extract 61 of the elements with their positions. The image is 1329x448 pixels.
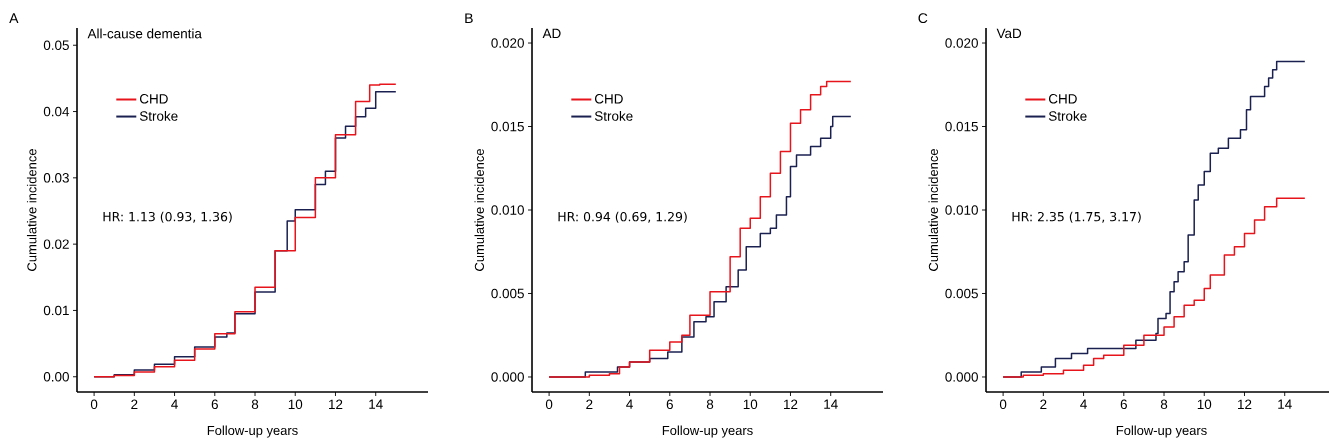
annotation: HR: 2.35 (1.75, 3.17) (1012, 211, 1141, 223)
y-axis-title: Cumulative incidence (26, 149, 37, 271)
x-tick-label: 14 (824, 399, 838, 409)
text: A (9, 13, 19, 23)
annotation: HR: 0.94 (0.69, 1.29) (558, 211, 687, 223)
y-tick-label: 0.010 (945, 205, 978, 215)
x-tick-label: 4 (626, 399, 633, 409)
x-tick-label: 12 (1238, 399, 1252, 409)
x-tick-label: 2 (1040, 399, 1047, 409)
x-tick-label: 6 (666, 399, 673, 410)
y-tick-label: 0.005 (491, 288, 524, 299)
text: B (465, 13, 473, 23)
y-tick-label: 0.05 (43, 40, 69, 50)
y-tick-label: 0.005 (945, 288, 978, 299)
x-tick-label: 6 (1120, 399, 1127, 410)
y-tick-label: 0.010 (491, 205, 524, 215)
x-tick-label: 6 (211, 399, 218, 410)
x-tick-label: 10 (288, 399, 303, 410)
chart-title: AD (542, 28, 561, 39)
text: C (918, 13, 928, 24)
x-tick-label: 10 (1197, 399, 1212, 410)
annotation: HR: 1.13 (0.93, 1.36) (103, 211, 232, 223)
y-tick-label: 0.020 (491, 38, 524, 48)
x-tick-label: 4 (171, 399, 178, 409)
legend-label: CHD (594, 94, 623, 104)
x-tick-label: 12 (784, 399, 798, 409)
y-tick-label: 0.00 (43, 371, 69, 382)
x-tick-label: 0 (999, 399, 1007, 410)
y-tick-label: 0.04 (43, 106, 70, 117)
y-tick-label: 0.020 (945, 38, 978, 48)
x-tick-label: 10 (743, 399, 758, 410)
y-axis-title: Cumulative incidence (474, 149, 484, 271)
legend-label: CHD (1048, 94, 1077, 104)
y-axis-title: Cumulative incidence (928, 149, 938, 271)
y-tick-label: 0.01 (43, 305, 69, 316)
legend-label: CHD (139, 94, 168, 104)
x-tick-label: 4 (1080, 399, 1087, 409)
legend-label: Stroke (594, 110, 633, 121)
x-tick-label: 2 (131, 399, 138, 409)
x-tick-label: 2 (586, 399, 593, 409)
x-axis-title: Follow-up years (662, 425, 753, 438)
y-tick-label: 0.000 (945, 372, 978, 382)
y-tick-label: 0.000 (491, 372, 524, 382)
legend-label: Stroke (1048, 110, 1087, 121)
x-axis-title: Follow-up years (1116, 425, 1207, 438)
x-tick-label: 8 (251, 399, 259, 410)
x-tick-label: 8 (1160, 399, 1168, 410)
x-tick-label: 0 (545, 399, 553, 410)
chart-title: All-cause dementia (87, 28, 202, 39)
x-tick-label: 14 (369, 399, 383, 409)
y-tick-label: 0.02 (43, 239, 69, 249)
y-tick-label: 0.015 (945, 121, 978, 132)
y-tick-label: 0.015 (491, 121, 524, 132)
x-axis-title: Follow-up years (207, 425, 298, 438)
y-tick-label: 0.03 (43, 173, 69, 183)
x-tick-label: 12 (329, 399, 343, 409)
x-tick-label: 14 (1278, 399, 1292, 409)
x-tick-label: 0 (90, 399, 98, 410)
x-tick-label: 8 (706, 399, 714, 410)
chart-title: VaD (996, 28, 1022, 39)
legend-label: Stroke (139, 110, 178, 121)
